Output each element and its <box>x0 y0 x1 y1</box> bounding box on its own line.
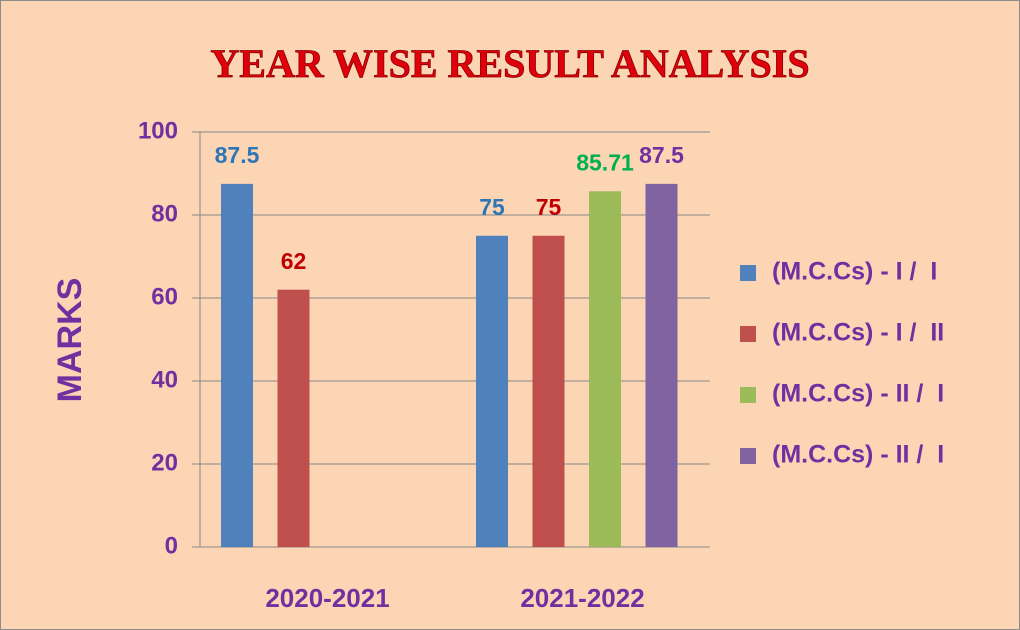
legend-swatch <box>740 448 756 464</box>
legend-label: (M.C.Cs) - I / II <box>772 319 944 347</box>
data-label: 75 <box>479 194 505 220</box>
y-tick-label: 60 <box>151 283 178 310</box>
legend-label: (M.C.Cs) - II / I <box>772 441 944 469</box>
data-label: 87.5 <box>215 142 260 168</box>
legend-swatch <box>740 326 756 342</box>
y-tick-label: 0 <box>165 532 178 559</box>
bar <box>645 183 678 547</box>
legend-label: (M.C.Cs) - II / I <box>772 380 944 408</box>
bar <box>476 235 508 547</box>
legend-label: (M.C.Cs) - I / I <box>772 258 937 286</box>
data-label: 85.71 <box>576 149 634 175</box>
x-tick-label: 2020-2021 <box>265 583 389 613</box>
data-label: 87.5 <box>639 142 684 168</box>
legend-swatch <box>740 387 756 403</box>
y-tick-label: 20 <box>151 449 178 476</box>
data-label: 75 <box>536 194 562 220</box>
y-tick-label: 40 <box>151 366 178 393</box>
x-tick-label: 2021-2022 <box>520 583 644 613</box>
bar <box>221 183 253 547</box>
bar <box>532 235 565 547</box>
data-label: 62 <box>281 248 307 274</box>
y-tick-label: 80 <box>151 200 178 227</box>
y-axis-label: MARKS <box>51 278 89 403</box>
chart-title: YEAR WISE RESULT ANALYSIS <box>210 41 809 86</box>
bar <box>277 289 310 547</box>
bar <box>589 191 621 547</box>
y-tick-label: 100 <box>138 117 178 144</box>
legend-swatch <box>740 265 756 281</box>
